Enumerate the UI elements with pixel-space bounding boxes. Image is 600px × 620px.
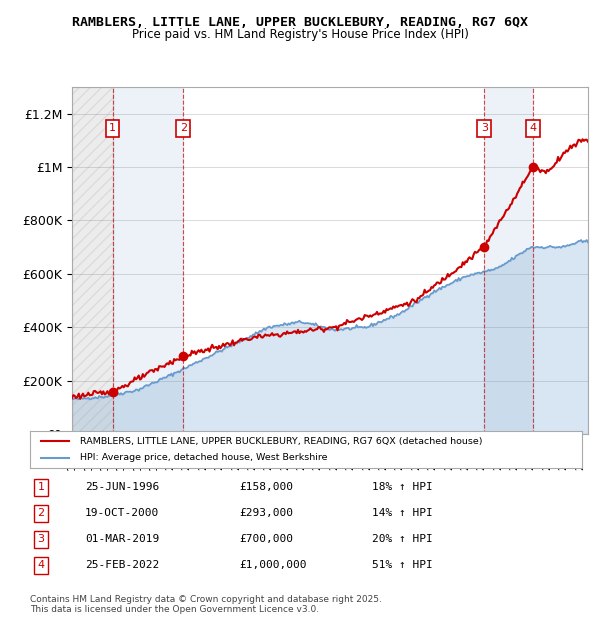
Text: 14% ↑ HPI: 14% ↑ HPI: [372, 508, 433, 518]
Text: 2: 2: [37, 508, 44, 518]
Text: 2: 2: [180, 123, 187, 133]
Bar: [484, 87, 533, 434]
Text: 3: 3: [481, 123, 488, 133]
Text: This data is licensed under the Open Government Licence v3.0.: This data is licensed under the Open Gov…: [30, 604, 319, 614]
Text: £700,000: £700,000: [240, 534, 294, 544]
Text: 19-OCT-2000: 19-OCT-2000: [85, 508, 160, 518]
Text: £293,000: £293,000: [240, 508, 294, 518]
Text: £1,000,000: £1,000,000: [240, 560, 307, 570]
Text: HPI: Average price, detached house, West Berkshire: HPI: Average price, detached house, West…: [80, 453, 327, 462]
Text: 25-JUN-1996: 25-JUN-1996: [85, 482, 160, 492]
Text: 25-FEB-2022: 25-FEB-2022: [85, 560, 160, 570]
Text: 3: 3: [38, 534, 44, 544]
Text: 4: 4: [37, 560, 44, 570]
Text: 01-MAR-2019: 01-MAR-2019: [85, 534, 160, 544]
Text: 20% ↑ HPI: 20% ↑ HPI: [372, 534, 433, 544]
Text: 51% ↑ HPI: 51% ↑ HPI: [372, 560, 433, 570]
Text: 18% ↑ HPI: 18% ↑ HPI: [372, 482, 433, 492]
Text: 1: 1: [38, 482, 44, 492]
Bar: [72, 87, 113, 434]
Text: RAMBLERS, LITTLE LANE, UPPER BUCKLEBURY, READING, RG7 6QX: RAMBLERS, LITTLE LANE, UPPER BUCKLEBURY,…: [72, 16, 528, 29]
Text: 1: 1: [109, 123, 116, 133]
Text: Contains HM Land Registry data © Crown copyright and database right 2025.: Contains HM Land Registry data © Crown c…: [30, 595, 382, 604]
Text: Price paid vs. HM Land Registry's House Price Index (HPI): Price paid vs. HM Land Registry's House …: [131, 28, 469, 41]
Text: RAMBLERS, LITTLE LANE, UPPER BUCKLEBURY, READING, RG7 6QX (detached house): RAMBLERS, LITTLE LANE, UPPER BUCKLEBURY,…: [80, 437, 482, 446]
Text: 4: 4: [530, 123, 536, 133]
Text: £158,000: £158,000: [240, 482, 294, 492]
Bar: [113, 87, 184, 434]
